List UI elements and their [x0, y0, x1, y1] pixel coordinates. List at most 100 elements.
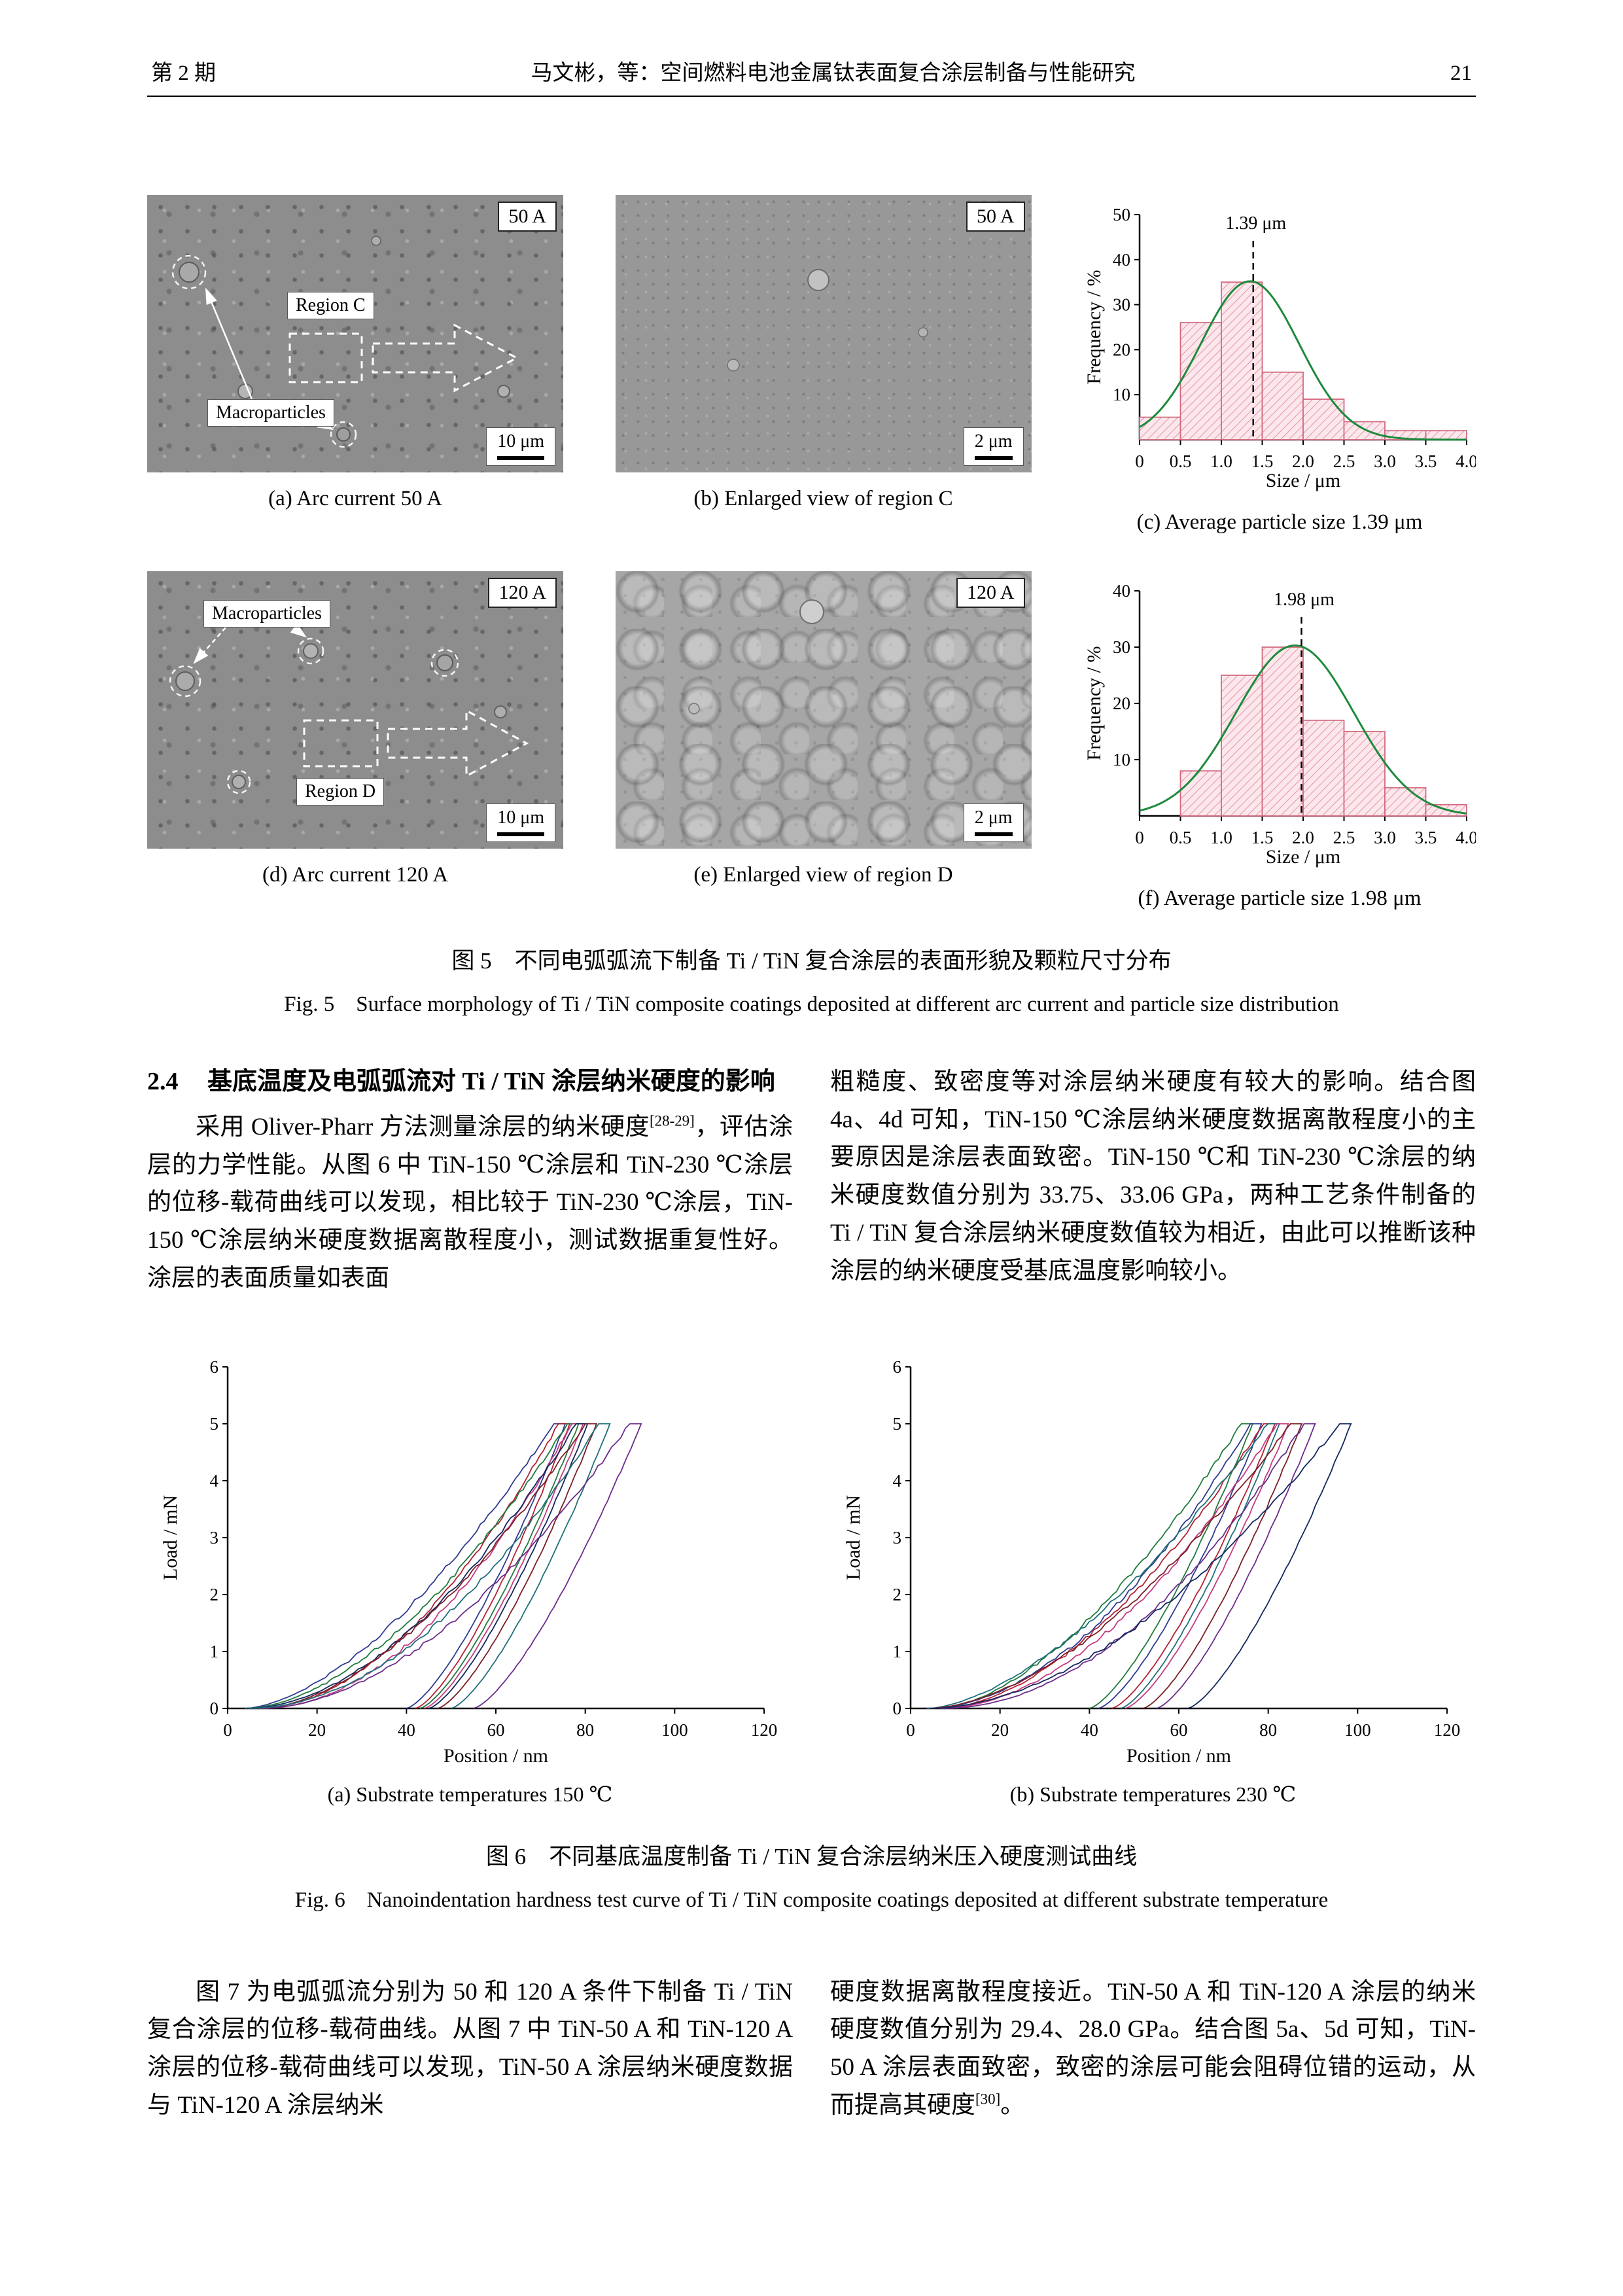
- svg-text:10: 10: [1113, 385, 1130, 404]
- panel-caption-c: (c) Average particle size 1.39 μm: [1136, 510, 1423, 534]
- svg-text:6: 6: [209, 1357, 218, 1377]
- macroparticles-label: Macroparticles: [207, 399, 334, 427]
- svg-text:2.0: 2.0: [1292, 828, 1314, 847]
- svg-text:1.0: 1.0: [1210, 451, 1232, 471]
- scale-bar-line: [974, 832, 1013, 836]
- svg-text:4.0: 4.0: [1456, 828, 1476, 847]
- svg-text:Load / mN: Load / mN: [843, 1495, 864, 1580]
- arrow-icon: [387, 709, 529, 778]
- arc-current-tag: 50 A: [966, 202, 1025, 232]
- figure5-panel-f: 0 0.5 1.0 1.5 2.0 2.5 3.0 3.5 4.0 10 20 30 40 Size / …: [1083, 571, 1476, 911]
- svg-text:1.0: 1.0: [1210, 828, 1232, 847]
- svg-text:Load / mN: Load / mN: [160, 1495, 181, 1580]
- section-number: 2.4: [147, 1068, 179, 1095]
- text-columns-1: 2.4 基底温度及电弧弧流对 Ti / TiN 涂层纳米硬度的影响 采用 Oli…: [147, 1063, 1476, 1298]
- scale-bar-line: [974, 456, 1013, 460]
- figure5-panel-b: 50 A 2 μm (b) Enlarged view of region C: [615, 195, 1032, 511]
- svg-text:2: 2: [892, 1585, 901, 1604]
- svg-text:60: 60: [1170, 1720, 1187, 1740]
- svg-text:10: 10: [1113, 750, 1130, 769]
- left-column: 图 7 为电弧弧流分别为 50 和 120 A 条件下制备 Ti / TiN 复…: [147, 1973, 793, 2125]
- panel-caption-e: (e) Enlarged view of region D: [693, 863, 953, 887]
- svg-text:0.5: 0.5: [1170, 451, 1192, 471]
- text-columns-2: 图 7 为电弧弧流分别为 50 和 120 A 条件下制备 Ti / TiN 复…: [147, 1973, 1476, 2125]
- page-number: 21: [1450, 62, 1472, 85]
- svg-text:Frequency / %: Frequency / %: [1083, 646, 1105, 761]
- svg-text:Size / μm: Size / μm: [1266, 470, 1340, 491]
- svg-text:0: 0: [906, 1720, 915, 1740]
- particle-size-histogram-50A: 0 0.5 1.0 1.5 2.0 2.5 3.0 3.5 4.0 10 20 30 40 50 Size …: [1083, 205, 1476, 491]
- panel-caption-b: (b) Enlarged view of region C: [693, 487, 953, 510]
- paragraph-4: 硬度数据离散程度接近。TiN-50 A 和 TiN-120 A 涂层的纳米硬度数…: [830, 1978, 1476, 2119]
- svg-text:2: 2: [209, 1585, 218, 1604]
- panel-caption-d: (d) Arc current 120 A: [262, 863, 449, 887]
- svg-text:3: 3: [892, 1528, 901, 1547]
- macroparticles: [175, 643, 507, 789]
- svg-text:2.5: 2.5: [1333, 451, 1355, 471]
- svg-text:40: 40: [1113, 250, 1130, 270]
- panel-caption-f: (f) Average particle size 1.98 μm: [1138, 887, 1422, 910]
- svg-text:20: 20: [991, 1720, 1009, 1740]
- svg-text:4: 4: [209, 1471, 218, 1491]
- surface-particles: [688, 599, 824, 715]
- region-d-label: Region D: [296, 778, 385, 806]
- region-c-label: Region C: [287, 292, 374, 320]
- figure5-row2: Macroparticles Region D 120 A 10 μm (d) …: [147, 571, 1476, 911]
- arrow-icon: [372, 323, 519, 393]
- arc-current-tag: 120 A: [488, 578, 557, 608]
- figure5-caption-en: Fig. 5 Surface morphology of Ti / TiN co…: [284, 993, 1339, 1016]
- svg-text:50: 50: [1113, 205, 1130, 224]
- svg-text:0: 0: [1135, 451, 1144, 471]
- paragraph-2: 粗糙度、致密度等对涂层纳米硬度有较大的影响。结合图 4a、4d 可知，TiN-1…: [830, 1069, 1476, 1284]
- figure6-panel-b: 0 20 40 60 80 100 120 0 1 2 3 4 5 6 Position / nm Load …: [830, 1352, 1476, 1807]
- figure5-panel-d: Macroparticles Region D 120 A 10 μm (d) …: [147, 571, 563, 887]
- svg-text:Size / μm: Size / μm: [1266, 846, 1340, 868]
- figure5-row1: Region C Macroparticles 50 A 10 μm (a) A…: [147, 195, 1476, 535]
- figure6-panel-a: 0 20 40 60 80 100 120 0 1 2 3 4 5 6 Position / nm Load …: [147, 1352, 793, 1807]
- scale-bar: 10 μm: [486, 804, 555, 842]
- svg-text:2.0: 2.0: [1292, 451, 1314, 471]
- macroparticles: [179, 236, 510, 442]
- paragraph-3: 图 7 为电弧弧流分别为 50 和 120 A 条件下制备 Ti / TiN 复…: [147, 1978, 793, 2119]
- svg-text:6: 6: [892, 1357, 901, 1377]
- arc-current-tag: 120 A: [956, 578, 1025, 608]
- running-title: 马文彬，等：空间燃料电池金属钛表面复合涂层制备与性能研究: [531, 62, 1136, 85]
- svg-text:1.39 μm: 1.39 μm: [1225, 213, 1286, 234]
- arc-current-tag: 50 A: [498, 202, 557, 232]
- figure6-subcaption-a: (a) Substrate temperatures 150 ℃: [327, 1782, 613, 1806]
- load-displacement-chart-230C: 0 20 40 60 80 100 120 0 1 2 3 4 5 6 Position / nm Load …: [843, 1357, 1460, 1767]
- svg-text:30: 30: [1113, 637, 1130, 657]
- dashed-particle-circles: [169, 637, 459, 794]
- running-header: 第 2 期 马文彬，等：空间燃料电池金属钛表面复合涂层制备与性能研究 21: [147, 0, 1476, 97]
- svg-text:40: 40: [1113, 581, 1130, 601]
- svg-text:0: 0: [209, 1699, 218, 1718]
- svg-text:Frequency / %: Frequency / %: [1083, 270, 1105, 385]
- svg-text:1.98 μm: 1.98 μm: [1274, 590, 1335, 610]
- sem-annotation-overlay: [726, 269, 928, 372]
- sem-annotation-overlay: [171, 236, 519, 448]
- paragraph-1: 采用 Oliver-Pharr 方法测量涂层的纳米硬度[28-29]，评估涂层的…: [147, 1112, 793, 1292]
- svg-text:0.5: 0.5: [1170, 828, 1192, 847]
- svg-text:0: 0: [223, 1720, 232, 1740]
- sem-image-arc-120A: Macroparticles Region D 120 A 10 μm: [147, 571, 563, 849]
- macroparticles-label: Macroparticles: [203, 600, 330, 628]
- svg-text:1: 1: [209, 1642, 218, 1661]
- svg-text:3: 3: [209, 1528, 218, 1547]
- svg-text:80: 80: [1259, 1720, 1277, 1740]
- svg-text:40: 40: [397, 1720, 415, 1740]
- svg-text:20: 20: [1113, 694, 1130, 713]
- region-d-dashed-box: [303, 719, 379, 768]
- scale-label: 10 μm: [497, 431, 544, 452]
- scale-label: 10 μm: [497, 807, 544, 828]
- scale-bar: 2 μm: [963, 427, 1024, 466]
- svg-text:3.0: 3.0: [1374, 451, 1396, 471]
- svg-text:5: 5: [209, 1414, 218, 1434]
- sem-annotation-overlay: [169, 622, 529, 794]
- svg-text:0: 0: [1135, 828, 1144, 847]
- svg-text:1.5: 1.5: [1251, 828, 1274, 847]
- journal-issue: 第 2 期: [151, 62, 216, 85]
- svg-text:4: 4: [892, 1471, 901, 1491]
- svg-text:5: 5: [892, 1414, 901, 1434]
- figure6-caption-zh: 图 6 不同基底温度制备 Ti / TiN 复合涂层纳米压入硬度测试曲线: [485, 1843, 1138, 1869]
